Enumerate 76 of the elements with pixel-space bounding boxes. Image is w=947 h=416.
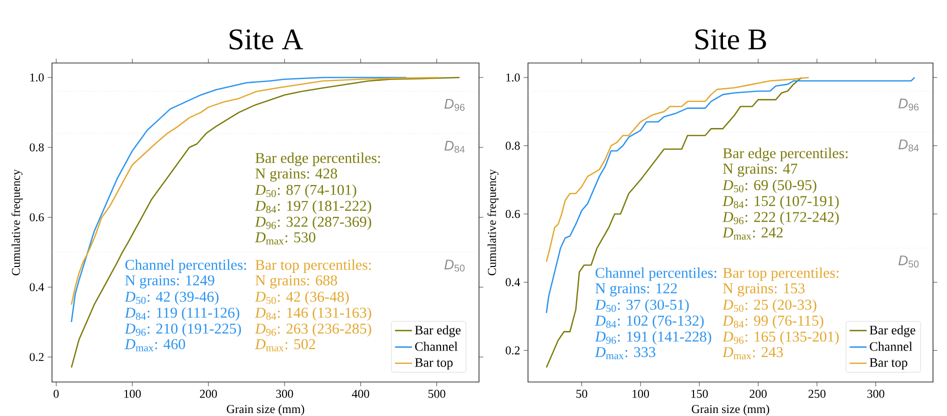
- x-tick-label: 250: [808, 390, 826, 398]
- y-tick-label: 0.8: [506, 142, 520, 150]
- x-tick-label: 150: [691, 390, 708, 398]
- y-tick-label: 1.0: [30, 73, 44, 82]
- y-axis-title: Cumulative frequency: [11, 169, 22, 276]
- legend-label: Bar top: [415, 358, 453, 370]
- annotation: D$_{96}$: 210 (191-225): [124, 323, 241, 337]
- annotation: D$_{50}$: 69 (50-95): [722, 180, 816, 194]
- x-tick-label: 100: [124, 390, 141, 398]
- annotation: D$_{96}$: 222 (172-242): [722, 212, 839, 226]
- annotation: N grains: 153: [723, 283, 805, 296]
- annotation: D$_{96}$: 322 (287-369): [254, 216, 372, 230]
- annotation: D$_{max}$: 243: [722, 347, 783, 360]
- annotation: N grains: 47: [723, 164, 798, 177]
- annotation: D$_{max}$: 460: [124, 339, 186, 352]
- annotation: N grains: 428: [255, 168, 338, 182]
- x-tick-label: 300: [276, 390, 294, 398]
- annotation: Bar top percentiles:: [723, 267, 838, 281]
- annotation: N grains: 688: [255, 275, 338, 288]
- chart-title: Site A: [230, 29, 304, 50]
- y-tick-label: 1.0: [506, 73, 520, 82]
- annotation: D$_{96}$: 263 (236-285): [254, 323, 372, 337]
- y-tick-label: 0.2: [506, 346, 520, 355]
- x-axis-title: Grain size (mm): [226, 404, 304, 416]
- x-tick-label: 100: [632, 390, 650, 398]
- legend-label: Channel: [870, 342, 912, 351]
- x-tick-label: 300: [867, 390, 884, 398]
- annotation: D$_{96}$: 165 (135-201): [722, 331, 839, 345]
- legend-label: Channel: [415, 342, 458, 351]
- annotation: Channel percentiles:: [125, 259, 246, 273]
- x-tick-label: 400: [352, 390, 370, 398]
- ref-line-label: D$_{84}$: [444, 140, 465, 153]
- y-tick-label: 0.8: [30, 143, 44, 152]
- annotation: D$_{84}$: 197 (181-222): [254, 200, 372, 214]
- annotation: D$_{max}$: 530: [254, 232, 316, 244]
- legend-label: Bar edge: [870, 325, 916, 338]
- annotation: D$_{50}$: 42 (39-46): [124, 291, 219, 305]
- annotation: Channel percentiles:: [596, 267, 716, 281]
- y-axis-title: Cumulative frequency: [487, 169, 498, 276]
- legend-label: Bar edge: [415, 325, 461, 338]
- ref-line-label: D$_{96}$: [444, 98, 465, 111]
- annotation: Bar edge percentiles:: [255, 152, 380, 166]
- annotation: Bar top percentiles:: [255, 259, 371, 273]
- x-tick-label: 0: [54, 390, 59, 398]
- x-tick-label: 50: [576, 390, 588, 398]
- chart-title: Site B: [696, 29, 766, 50]
- y-tick-label: 0.6: [506, 210, 520, 218]
- annotation: D$_{84}$: 119 (111-126): [124, 307, 240, 321]
- annotation: D$_{max}$: 502: [254, 339, 316, 352]
- annotation: D$_{84}$: 102 (76-132): [594, 315, 704, 329]
- x-tick-label: 200: [200, 390, 217, 398]
- annotation: D$_{max}$: 333: [594, 347, 656, 360]
- ref-line-label: D$_{50}$: [444, 260, 465, 272]
- annotation: D$_{50}$: 87 (74-101): [254, 184, 356, 198]
- y-tick-label: 0.4: [30, 283, 44, 292]
- annotation: N grains: 122: [595, 283, 677, 296]
- annotation: D$_{50}$: 42 (36-48): [254, 291, 349, 305]
- y-tick-label: 0.6: [30, 213, 44, 222]
- annotation: D$_{84}$: 152 (107-191): [722, 196, 839, 210]
- annotation: D$_{50}$: 25 (20-33): [722, 299, 816, 313]
- x-tick-label: 200: [750, 390, 767, 398]
- annotation: D$_{96}$: 191 (141-228): [594, 331, 712, 345]
- x-axis-title: Grain size (mm): [692, 404, 770, 416]
- ref-line-label: D$_{50}$: [898, 256, 919, 268]
- annotation: D$_{max}$: 242: [722, 227, 783, 240]
- annotation: D$_{50}$: 37 (30-51): [594, 299, 689, 313]
- ref-line-label: D$_{96}$: [898, 98, 919, 111]
- annotation: N grains: 1249: [125, 275, 214, 288]
- y-tick-label: 0.2: [30, 352, 44, 362]
- y-tick-label: 0.4: [506, 278, 520, 286]
- x-tick-label: 500: [428, 390, 446, 398]
- ref-line-label: D$_{84}$: [898, 140, 919, 152]
- annotation: D$_{84}$: 99 (76-115): [722, 315, 824, 329]
- annotation: Bar edge percentiles:: [723, 148, 848, 162]
- legend-label: Bar top: [870, 358, 908, 370]
- annotation: D$_{84}$: 146 (131-163): [254, 307, 372, 321]
